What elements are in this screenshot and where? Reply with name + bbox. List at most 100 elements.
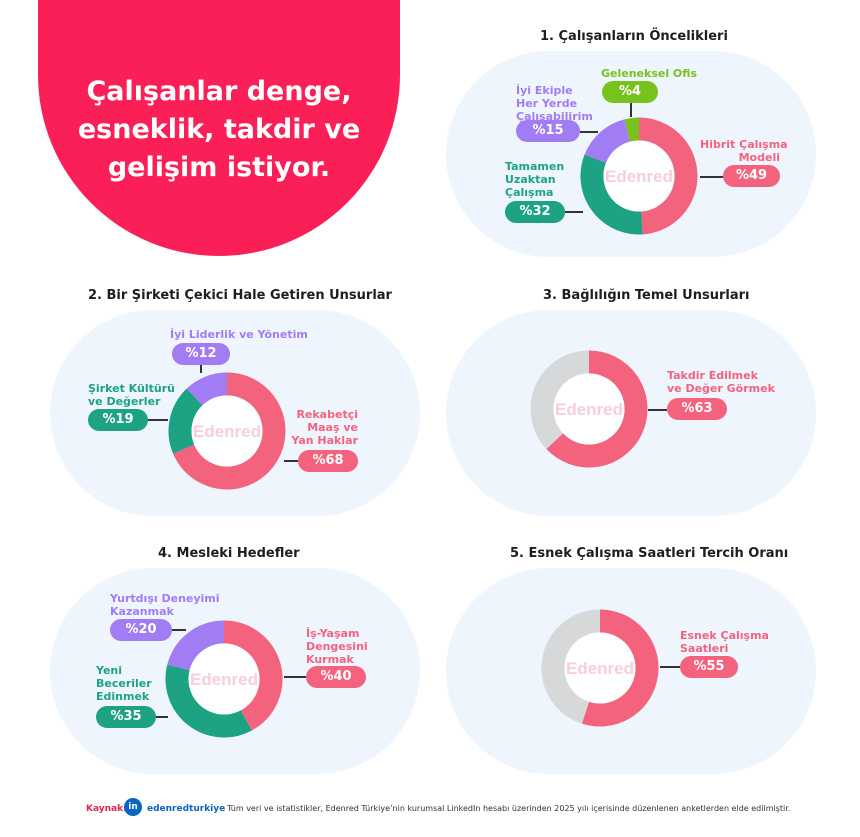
donut-slice-2: [541, 609, 601, 724]
label-line: ve Değer Görmek: [667, 382, 775, 395]
linkedin-icon[interactable]: in: [124, 798, 142, 816]
pill-tamamen-uzaktan: %32: [505, 201, 565, 223]
donut-chart-5: Edenred: [541, 609, 659, 727]
connector-line: [200, 365, 202, 373]
connector-line: [580, 131, 598, 133]
donut-slice-1: [638, 117, 698, 235]
pill-iyi-liderlik: %12: [172, 343, 230, 365]
chart-3-title: 3. Bağlılığın Temel Unsurları: [543, 288, 750, 303]
label-line: Modeli: [738, 151, 780, 164]
label-takdir: Takdir Edilmek ve Değer Görmek: [667, 369, 775, 395]
label-line: Rekabetçi: [296, 408, 358, 421]
linkedin-handle-link[interactable]: edenredturkiye: [147, 804, 226, 814]
label-is-yasam: İş-Yaşam Dengesini Kurmak: [306, 627, 368, 666]
hero-line: esneklik, takdir ve: [77, 114, 361, 145]
connector-line: [284, 460, 298, 462]
connector-line: [660, 666, 680, 668]
donut-slice-3: [186, 372, 228, 406]
donut-chart-4: Edenred: [165, 620, 283, 738]
label-line: İyi Liderlik ve Yönetim: [170, 328, 308, 341]
donut-chart-3: Edenred: [530, 350, 648, 468]
pill-sirket-kulturu: %19: [88, 409, 148, 431]
donut-hole: [603, 140, 675, 212]
donut-slice-2: [530, 350, 590, 450]
connector-line: [700, 176, 723, 178]
edenred-watermark-logo: Edenred: [605, 167, 673, 186]
pill-geleneksel-ofis: %4: [602, 81, 658, 103]
donut-hole: [188, 643, 260, 715]
pill-esnek: %55: [680, 656, 738, 678]
hero-line: Çalışanlar denge,: [86, 76, 352, 107]
label-yurtdisi: Yurtdışı Deneyimi Kazanmak: [110, 592, 220, 618]
edenred-watermark-logo: Edenred: [193, 422, 261, 441]
pill-yeni-beceriler: %35: [96, 706, 156, 728]
label-line: Edinmek: [96, 690, 150, 703]
label-line: Kazanmak: [110, 605, 174, 618]
donut-chart-1: Edenred: [580, 117, 698, 235]
pill-is-yasam: %40: [306, 666, 366, 688]
donut-slice-2: [168, 388, 203, 454]
label-line: ve Değerler: [88, 395, 161, 408]
label-line: Geleneksel Ofis: [601, 67, 697, 80]
label-sirket-kulturu: Şirket Kültürü ve Değerler: [88, 382, 175, 408]
chart-1-title: 1. Çalışanların Öncelikleri: [540, 29, 728, 44]
label-line: Uzaktan: [505, 173, 556, 186]
label-line: İş-Yaşam: [306, 627, 360, 640]
label-line: Şirket Kültürü: [88, 382, 175, 395]
label-line: Yan Haklar: [291, 434, 358, 447]
label-line: Saatleri: [680, 642, 729, 655]
connector-line: [630, 103, 632, 117]
label-line: Çalışabilirim: [516, 110, 593, 123]
connector-line: [156, 716, 168, 718]
label-esnek: Esnek Çalışma Saatleri: [680, 629, 769, 655]
pill-takdir: %63: [667, 398, 727, 420]
pill-rekabetci-maas: %68: [298, 450, 358, 472]
edenred-watermark-logo: Edenred: [190, 670, 258, 689]
pill-iyi-ekiple: %15: [516, 120, 580, 142]
label-line: İyi Ekiple: [516, 84, 573, 97]
label-line: Esnek Çalışma: [680, 629, 769, 642]
label-line: Yurtdışı Deneyimi: [110, 592, 220, 605]
donut-slice-2: [165, 664, 252, 738]
donut-slice-3: [167, 620, 225, 671]
footer: Kaynak: in edenredturkiye Tüm veri ve is…: [0, 795, 860, 825]
donut-hole: [553, 373, 625, 445]
connector-line: [565, 211, 583, 213]
hero-title: Çalışanlar denge, esneklik, takdir ve ge…: [38, 73, 400, 187]
pill-hibrit: %49: [723, 165, 780, 187]
donut-slice-3: [584, 119, 631, 164]
donut-slice-1: [173, 372, 286, 490]
label-tamamen-uzaktan: Tamamen Uzaktan Çalışma: [505, 160, 564, 199]
label-line: Hibrit Çalışma: [700, 138, 788, 151]
source-label: Kaynak:: [86, 804, 127, 814]
chart-5-title: 5. Esnek Çalışma Saatleri Tercih Oranı: [510, 546, 789, 561]
pill-yurtdisi: %20: [110, 619, 172, 641]
connector-line: [148, 419, 168, 421]
donut-hole: [191, 395, 263, 467]
edenred-watermark-logo: Edenred: [555, 400, 623, 419]
donut-chart-2: Edenred: [168, 372, 286, 490]
connector-line: [172, 629, 186, 631]
edenred-watermark-logo: Edenred: [566, 659, 634, 678]
label-line: Beceriler: [96, 677, 152, 690]
hero-line: gelişim istiyor.: [107, 152, 331, 183]
label-yeni-beceriler: Yeni Beceriler Edinmek: [96, 664, 152, 703]
footer-note: Tüm veri ve istatistikler, Edenred Türki…: [227, 804, 791, 813]
label-line: Çalışma: [505, 186, 554, 199]
label-hibrit: Hibrit Çalışma Modeli: [700, 138, 788, 164]
label-line: Kurmak: [306, 653, 354, 666]
label-iyi-liderlik: İyi Liderlik ve Yönetim: [170, 328, 308, 341]
donut-slice-2: [580, 154, 643, 235]
chart-2-title: 2. Bir Şirketi Çekici Hale Getiren Unsur…: [88, 288, 392, 303]
connector-line: [648, 409, 667, 411]
label-iyi-ekiple: İyi Ekiple Her Yerde Çalışabilirim: [516, 84, 593, 123]
donut-hole: [564, 632, 636, 704]
chart-4-title: 4. Mesleki Hedefler: [158, 546, 300, 561]
label-rekabetci-maas: Rekabetçi Maaş ve Yan Haklar: [290, 408, 358, 447]
label-line: Dengesini: [306, 640, 368, 653]
label-geleneksel-ofis: Geleneksel Ofis: [601, 67, 697, 80]
donut-slice-4: [624, 117, 640, 142]
donut-slice-1: [581, 609, 659, 727]
donut-slice-1: [223, 620, 283, 731]
donut-slice-1: [546, 350, 648, 468]
